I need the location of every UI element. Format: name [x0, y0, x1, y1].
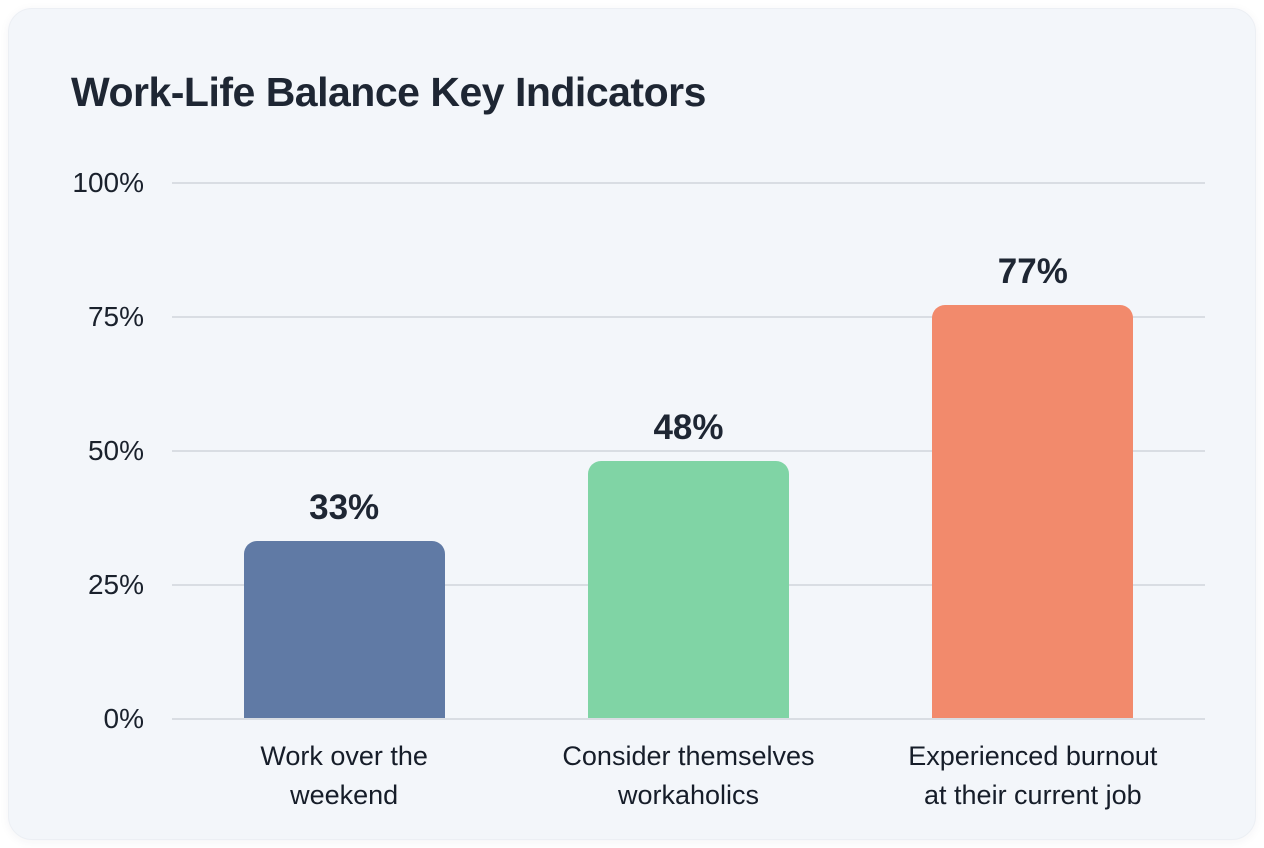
- x-label-line: Consider themselves: [562, 741, 815, 771]
- x-label-line: workaholics: [617, 780, 760, 810]
- x-label-work-over-weekend: Work over the weekend: [172, 737, 516, 815]
- y-tick-0: 0%: [103, 702, 144, 734]
- chart-card: Work-Life Balance Key Indicators 100% 75…: [8, 8, 1256, 840]
- x-axis-labels: Work over the weekend Consider themselve…: [172, 737, 1205, 815]
- y-tick-75: 75%: [87, 300, 144, 332]
- gridline-100: 100%: [72, 167, 1205, 198]
- bar-burnout: 77%: [932, 252, 1134, 718]
- x-label-line: Work over the: [260, 741, 428, 771]
- chart-title: Work-Life Balance Key Indicators: [71, 69, 706, 115]
- gridline-0: 0%: [104, 703, 1205, 734]
- x-label-workaholics: Consider themselves workaholics: [516, 737, 860, 815]
- bar-slot-workaholics: 48%: [516, 182, 860, 718]
- y-tick-50: 50%: [87, 434, 144, 466]
- x-label-line: at their current job: [924, 780, 1142, 810]
- bar-slot-work-over-weekend: 33%: [172, 182, 516, 718]
- value-label-work-over-weekend: 33%: [309, 488, 380, 528]
- x-label-burnout: Experienced burnout at their current job: [861, 737, 1205, 815]
- value-label-workaholics: 48%: [653, 407, 724, 447]
- bar-work-over-weekend: 33%: [243, 488, 445, 718]
- gridline-50: 50%: [88, 435, 1205, 466]
- gridline-75: 75%: [88, 301, 1205, 332]
- bar-workaholics: 48%: [587, 408, 789, 718]
- y-tick-25: 25%: [87, 568, 144, 600]
- plot-area: 100% 75% 50% 25% 0% 33%: [72, 167, 1205, 734]
- bars-layer: 33% 48% 77%: [172, 182, 1205, 718]
- bar-slot-burnout: 77%: [861, 182, 1205, 718]
- y-tick-100: 100%: [72, 166, 144, 198]
- x-label-line: Experienced burnout: [908, 741, 1158, 771]
- x-label-line: weekend: [290, 780, 399, 810]
- value-label-burnout: 77%: [997, 252, 1068, 292]
